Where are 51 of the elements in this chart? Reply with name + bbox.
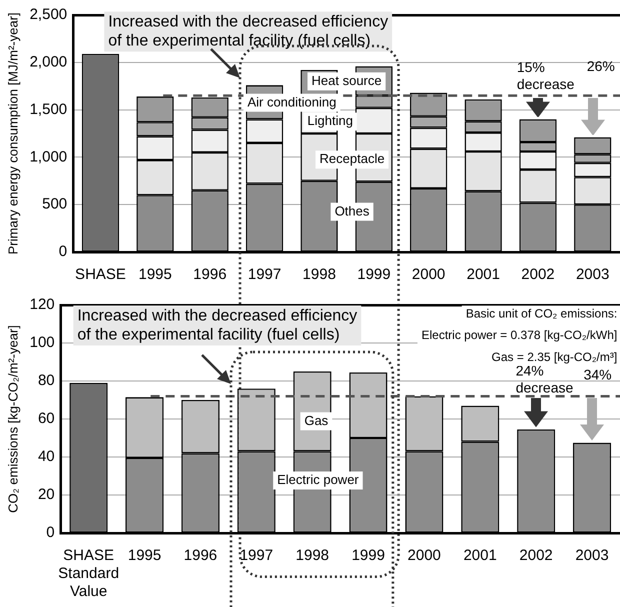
x-tick-label: 1995 (138, 266, 172, 284)
x-tick-label: 2002 (519, 547, 553, 564)
x-tick-label: 2002 (521, 266, 555, 284)
annotation: Othes (334, 203, 370, 218)
annotation: Gas (304, 412, 329, 428)
annotation: 34% (584, 366, 612, 383)
y-tick-label: 0 (58, 243, 68, 260)
x-tick-label: 1999 (352, 547, 385, 564)
x-tick-label: 2000 (412, 266, 446, 284)
y-tick-label: 60 (38, 410, 55, 428)
y-tick-label: 40 (38, 448, 55, 466)
x-tick-label: 1997 (248, 266, 282, 284)
annotation: 26% (586, 58, 615, 74)
x-tick-label: 1995 (128, 547, 162, 564)
annotation: Electric power (277, 472, 360, 488)
x-tick-label: 1998 (302, 266, 336, 284)
annotation: Basic unit of CO₂ emissions: (466, 306, 618, 320)
y-axis-title: Primary energy consumption [MJ/m²-year] (5, 12, 20, 255)
x-tick-label: 1999 (357, 266, 391, 284)
y-tick-label: 2,000 (30, 54, 68, 71)
y-tick-label: 500 (42, 196, 68, 213)
y-tick-label: 2,500 (30, 6, 68, 24)
y-axis-title: CO₂ emissions [kg-CO₂/m²-year] (5, 325, 20, 513)
x-tick-label: SHASE Standard Value (58, 547, 120, 600)
x-tick-label: 1996 (184, 547, 218, 564)
annotation: Gas = 2.35 [kg-CO₂/m³] (492, 350, 618, 364)
y-tick-label: 0 (46, 524, 55, 542)
annotation: 24% decrease (516, 362, 574, 396)
x-tick-label: 1997 (240, 547, 274, 564)
annotation: Increased with the decreased efficiency of the experimental facility (fuel cells) (77, 307, 358, 344)
y-tick-label: 1,000 (30, 148, 68, 166)
x-tick-label: 1998 (296, 547, 330, 564)
x-tick-label: 2003 (575, 547, 609, 564)
annotation: 15% decrease (516, 58, 575, 92)
annotation: Receptacle (320, 151, 385, 166)
annotation: Electric power = 0.378 [kg-CO₂/kWh] (421, 328, 618, 342)
x-tick-label: 2001 (463, 547, 497, 564)
y-tick-label: 100 (30, 334, 55, 352)
annotation: Air conditioning (247, 94, 336, 110)
y-tick-label: 1,500 (30, 100, 68, 118)
x-tick-label: SHASE (75, 266, 126, 284)
annotation: Heat source (312, 72, 382, 88)
x-tick-label: 2003 (576, 266, 610, 284)
annotation: Increased with the decreased efficiency of the experimental facility (fuel cells) (108, 13, 388, 50)
y-tick-label: 120 (30, 296, 55, 314)
y-tick-label: 20 (38, 486, 55, 504)
x-tick-label: 1996 (193, 266, 227, 284)
x-tick-label: 2001 (466, 266, 500, 284)
x-tick-label: 2000 (408, 547, 441, 564)
annotation: Lighting (307, 113, 353, 128)
y-tick-label: 80 (38, 372, 55, 390)
